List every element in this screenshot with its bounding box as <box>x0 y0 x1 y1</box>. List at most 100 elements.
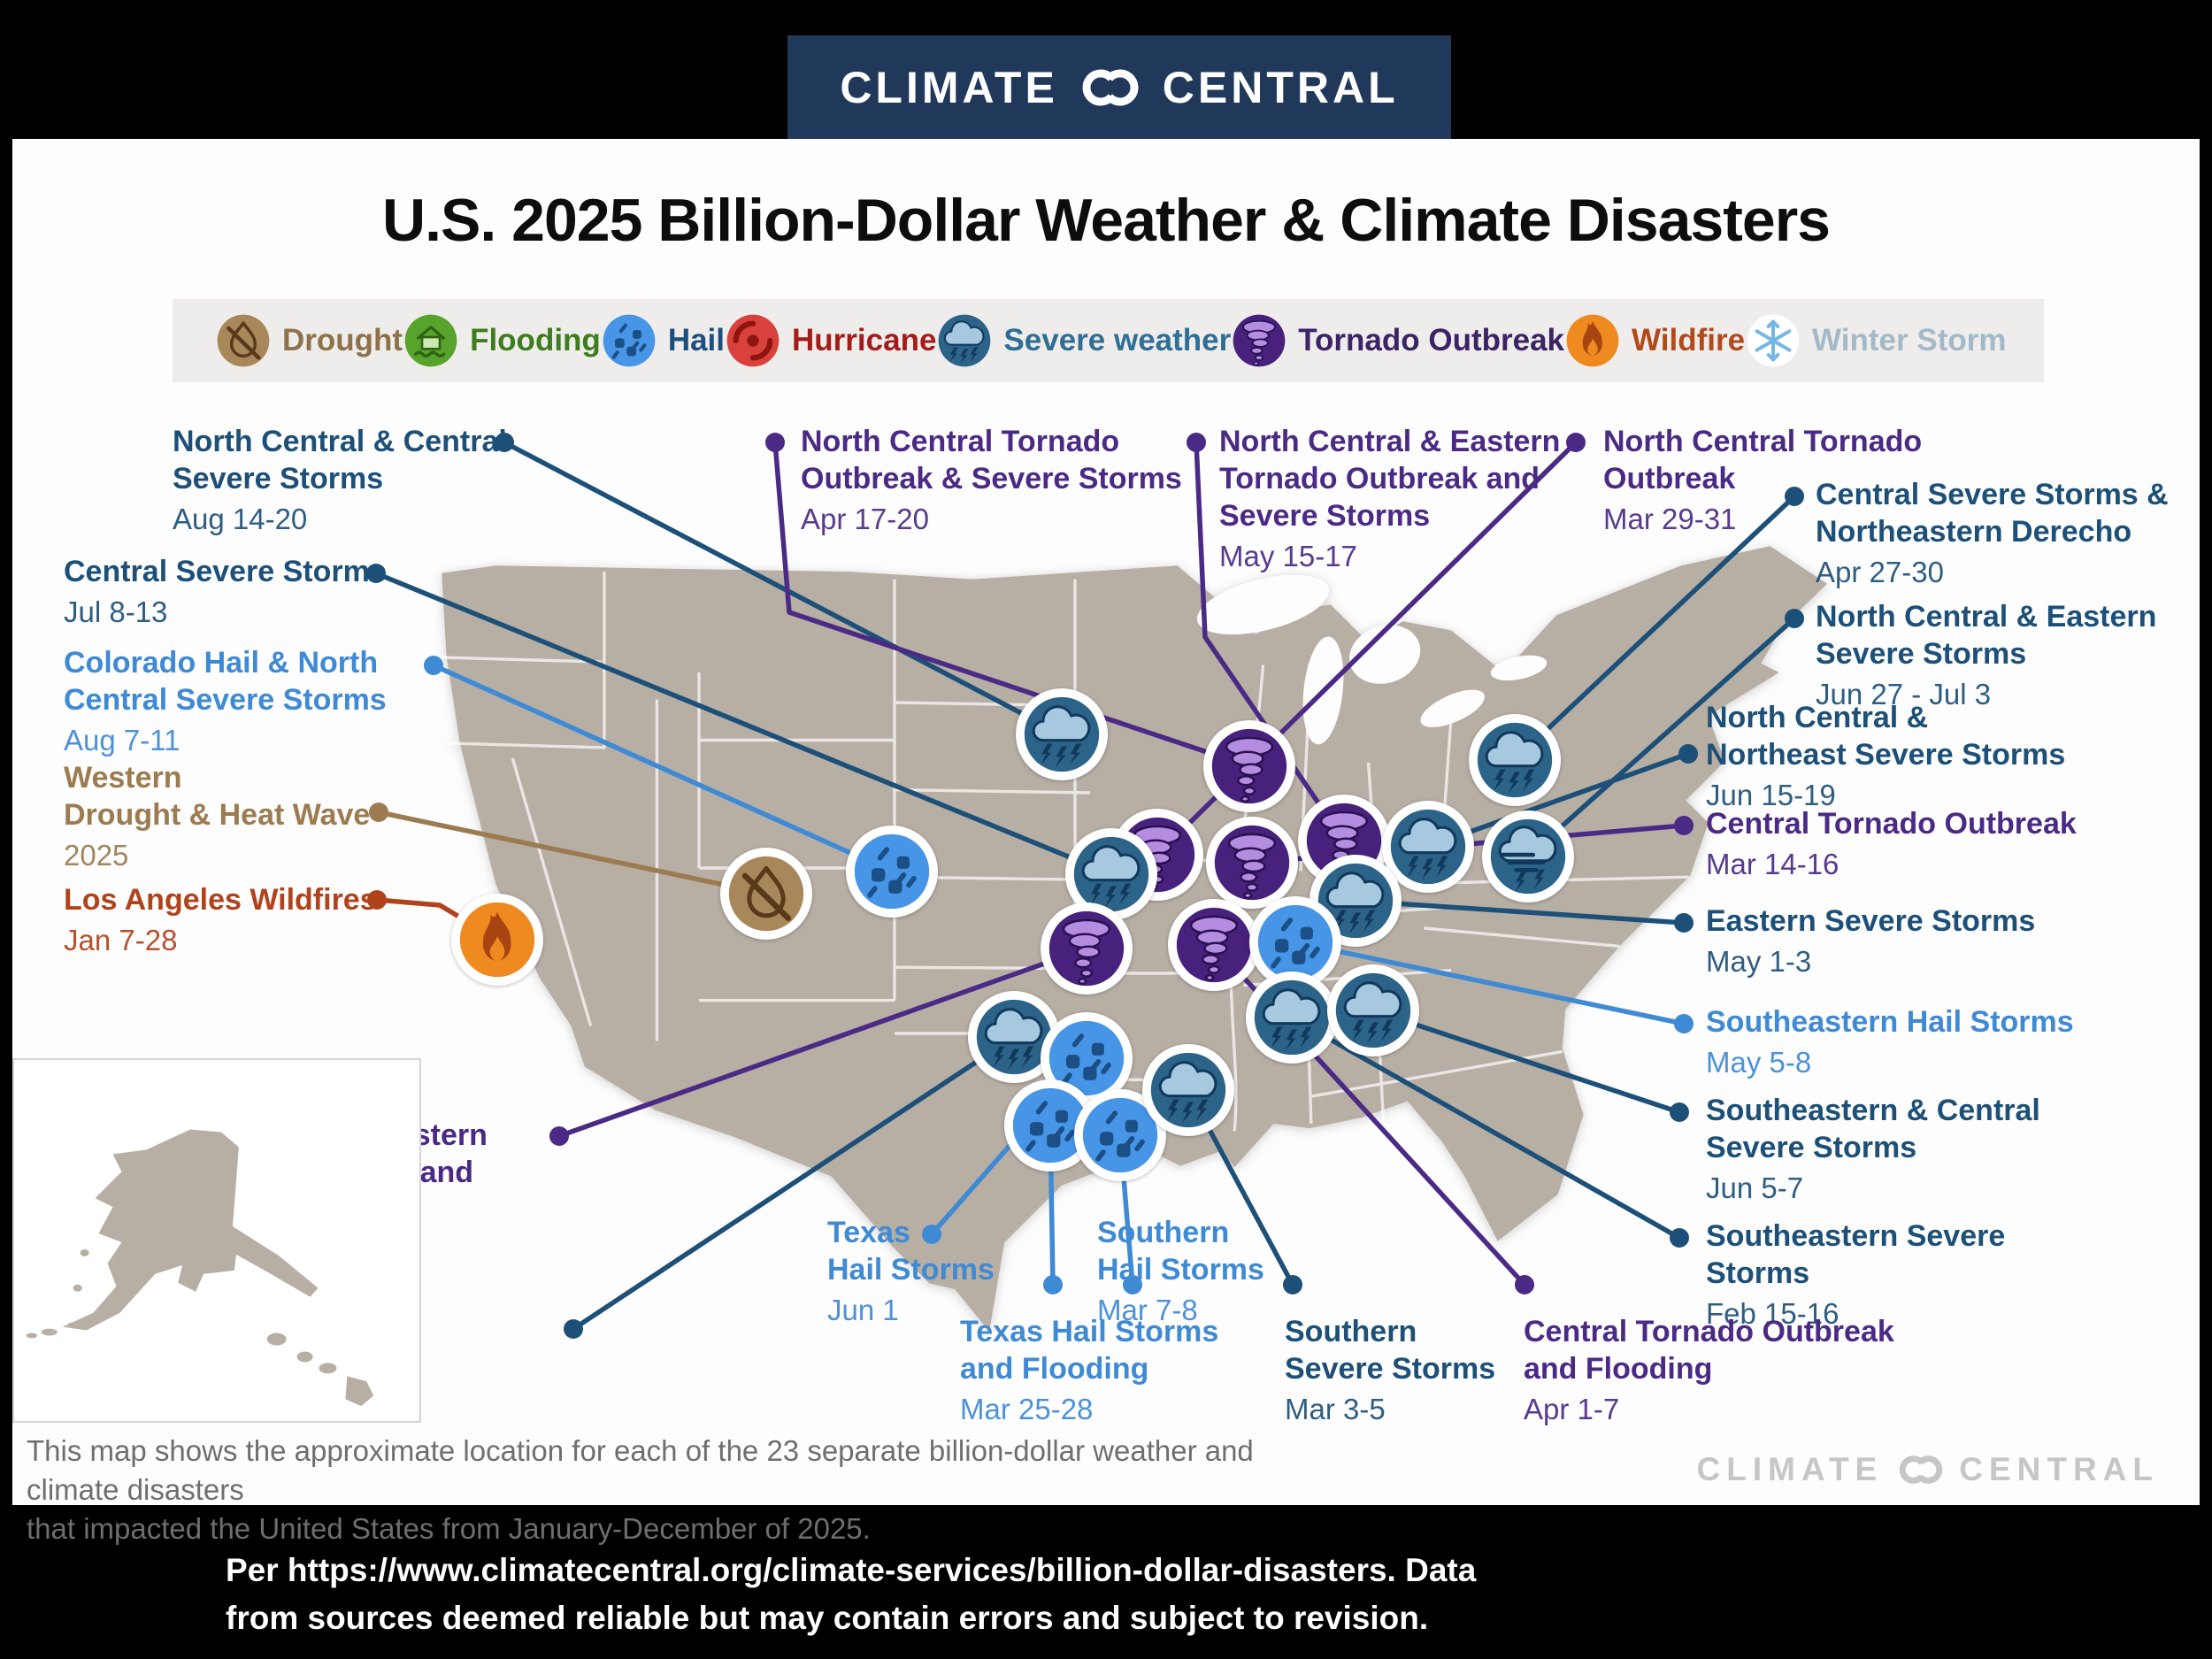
legend-item-flood: Flooding <box>403 312 601 369</box>
label-date: Jun 15-19 <box>1706 779 1836 811</box>
label-title-line: Hail Storms <box>1097 1253 1264 1286</box>
watermark-logo-icon <box>1900 1455 1943 1484</box>
map-icon-wildfire <box>451 894 543 986</box>
map-icon-severe <box>1469 714 1561 806</box>
label-title-line: North Central & Eastern <box>1816 600 2157 634</box>
label-north-central-eastern-severe-storms: North Central & Eastern Severe Storms Jun … <box>1816 598 2156 712</box>
label-title-line: Severe Storms <box>1219 499 1431 533</box>
legend-item-hail: Hail <box>601 312 725 369</box>
label-title-line: Drought & Heat Wave <box>64 798 371 832</box>
severe-icon <box>1387 806 1469 887</box>
severe-wind-icon <box>1487 816 1569 897</box>
label-western-drought-heat-wave: Western Drought & Heat Wave 2025 <box>64 759 370 873</box>
legend-label: Drought <box>282 323 403 357</box>
label-date: Jul 8-13 <box>64 595 168 628</box>
label-texas-hail-storms-jun: Texas Hail Storms Jun 1 <box>827 1214 995 1328</box>
legend-item-severe: Severe weather <box>936 312 1231 369</box>
label-title-line: Colorado Hail & North <box>64 646 379 680</box>
severe-icon <box>1148 1049 1229 1131</box>
map-icon-severe <box>1327 964 1419 1056</box>
label-title-line: North Central & <box>1706 701 1929 734</box>
label-title-line: Storms <box>1706 1256 1810 1290</box>
tornado-icon <box>1046 908 1127 989</box>
label-central-severe-storms-jul: Central Severe Storms Jul 8-13 <box>64 553 387 630</box>
footer-note-line2: that impacted the United States from Jan… <box>27 1512 871 1545</box>
label-date: Aug 14-20 <box>173 503 308 535</box>
label-date: Jun 1 <box>827 1294 899 1326</box>
label-date: Jun 27 - Jul 3 <box>1816 678 1992 710</box>
label-title-line: Texas <box>827 1216 910 1249</box>
map-icon-severe <box>1016 688 1108 780</box>
map-icon-severe-wind <box>1482 810 1574 902</box>
label-title-line: Central Tornado Outbreak <box>1524 1315 1894 1348</box>
map-icon-tornado <box>1206 817 1298 909</box>
label-title-line: Severe Storms <box>1706 1131 1917 1164</box>
label-date: May 5-8 <box>1706 1046 1812 1079</box>
label-title-line: North Central Tornado <box>801 425 1120 458</box>
label-north-central-northeast-severe-storms: North Central & Northeast Severe Storms Ju… <box>1706 699 2065 813</box>
severe-icon <box>1333 970 1414 1051</box>
label-southeastern-hail-storms: Southeastern Hail Storms May 5-8 <box>1706 1003 2074 1080</box>
severe-icon <box>1474 719 1555 801</box>
label-title-line: North Central & Eastern <box>1219 425 1561 458</box>
label-central-tornado-outbreak-flooding: Central Tornado Outbreak and Flooding Apr … <box>1524 1313 1894 1427</box>
map-icon-drought <box>720 848 812 940</box>
label-title-line: Southeastern & Central <box>1706 1094 2040 1127</box>
legend-label: Hurricane <box>792 323 937 357</box>
footer-note: This map shows the approximate location … <box>27 1432 1354 1548</box>
label-colorado-hail-north-central-severe-storms: Colorado Hail & North Central Severe Stor… <box>64 644 387 758</box>
legend-label: Severe weather <box>1003 323 1232 357</box>
climate-central-logo-icon <box>1082 69 1139 105</box>
drought-icon <box>726 853 807 934</box>
label-date: Mar 25-28 <box>960 1393 1094 1425</box>
label-north-central-tornado-outbreak-mar: North Central Tornado Outbreak Mar 29-31 <box>1603 423 1922 537</box>
label-eastern-severe-storms: Eastern Severe Storms May 1-3 <box>1706 902 2035 979</box>
label-title-line: Western <box>64 761 182 795</box>
banner-brand-right: CENTRAL <box>1162 62 1399 112</box>
tornado-icon <box>1173 904 1255 986</box>
legend-label: Flooding <box>470 323 601 357</box>
label-date: Jan 7-28 <box>64 924 178 956</box>
attribution-text: Per https://www.climatecentral.org/clima… <box>226 1547 1476 1642</box>
label-title-line: Southeastern Hail Storms <box>1706 1005 2074 1039</box>
map-icon-severe <box>1382 801 1474 893</box>
label-date: Jun 5-7 <box>1706 1171 1804 1204</box>
label-date: May 1-3 <box>1706 945 1812 978</box>
label-north-central-tornado-outbreak-severe-storms: North Central Tornado Outbreak & Severe S… <box>801 423 1182 537</box>
label-title-line: Central Severe Storms <box>64 683 387 717</box>
label-title-line: Central Tornado Outbreak <box>1706 807 2077 841</box>
attribution-line1: Per https://www.climatecentral.org/clima… <box>226 1552 1477 1588</box>
label-southeastern-severe-storms: Southeastern Severe Storms Feb 15-16 <box>1706 1217 2005 1332</box>
label-date: Aug 7-11 <box>64 724 180 757</box>
label-texas-hail-storms-flooding: Texas Hail Storms and Flooding Mar 25-28 <box>960 1313 1218 1427</box>
label-date: 2025 <box>64 839 129 872</box>
label-southern-hail-storms: Southern Hail Storms Mar 7-8 <box>1097 1214 1264 1328</box>
hawaii-silhouette <box>266 1333 374 1407</box>
label-title-line: Tornado Outbreak and <box>1219 462 1540 495</box>
attribution-line2: from sources deemed reliable but may con… <box>226 1600 1429 1636</box>
label-title-line: North Central Tornado <box>1603 425 1923 458</box>
map-icon-severe <box>1246 972 1338 1064</box>
label-date: Mar 3-5 <box>1285 1393 1386 1425</box>
label-title-line: Hail Storms <box>827 1253 995 1286</box>
label-southeastern-central-severe-storms: Southeastern & Central Severe Storms Jun 5… <box>1706 1092 2040 1206</box>
label-date: Apr 1-7 <box>1524 1393 1620 1425</box>
label-title-line: and Flooding <box>1524 1352 1713 1386</box>
legend-item-tornado: Tornado Outbreak <box>1231 312 1564 369</box>
label-title-line: Severe Storms <box>1285 1352 1496 1386</box>
label-title-line: Severe Storms <box>173 462 384 495</box>
legend-item-wildfire: Wildfire <box>1564 312 1745 369</box>
label-title-line: Outbreak <box>1603 462 1736 495</box>
watermark-brand-right: CENTRAL <box>1959 1451 2159 1487</box>
map-icon-severe <box>1142 1044 1234 1136</box>
legend-item-drought: Drought <box>215 312 403 369</box>
label-title-line: Texas Hail Storms <box>960 1315 1219 1348</box>
label-date: Mar 29-31 <box>1603 503 1737 535</box>
label-north-central-eastern-tornado-outbreak: North Central & Eastern Tornado Outbreak … <box>1219 423 1560 574</box>
legend-bar: Drought Flooding Hail Hurricane Severe weath… <box>173 299 2044 382</box>
label-title-line: Central Severe Storms & <box>1816 478 2169 511</box>
label-title-line: Southern <box>1285 1315 1417 1348</box>
label-southern-severe-storms-mar: Southern Severe Storms Mar 3-5 <box>1285 1313 1495 1427</box>
tornado-icon <box>1209 726 1290 807</box>
label-title-line: Central Severe Storms <box>64 555 387 588</box>
